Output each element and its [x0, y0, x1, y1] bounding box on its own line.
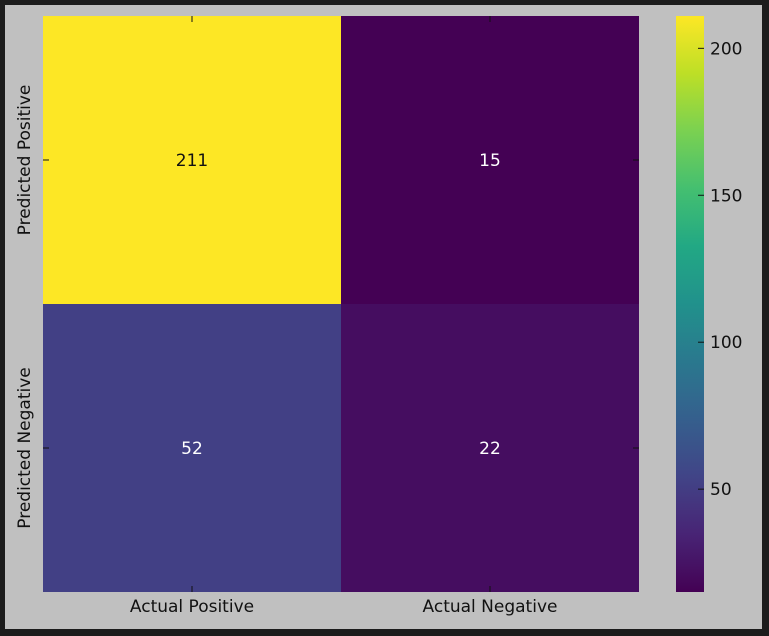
- y-tick-label: Predicted Positive: [15, 85, 35, 236]
- confusion-matrix-heatmap: 211 15 52 22 Predicted Positive Predicted Ne…: [15, 16, 742, 617]
- heatmap-cell: [43, 304, 341, 592]
- y-axis-ticks: Predicted Positive Predicted Negative: [15, 85, 639, 529]
- cell-value-label: 15: [479, 151, 501, 171]
- cell-value-label: 211: [176, 151, 208, 171]
- colorbar-tick-label: 150: [710, 186, 742, 206]
- x-tick-label: Actual Negative: [423, 597, 558, 617]
- figure-canvas: 211 15 52 22 Predicted Positive Predicted Ne…: [5, 5, 762, 629]
- heatmap-cell: [43, 16, 341, 304]
- colorbar-tick-label: 200: [710, 39, 742, 59]
- x-tick-label: Actual Positive: [130, 597, 254, 617]
- y-tick-label: Predicted Negative: [15, 367, 35, 529]
- colorbar-gradient: [676, 16, 704, 592]
- x-axis-ticks: Actual Positive Actual Negative: [130, 16, 558, 617]
- heatmap-cell: [341, 16, 639, 304]
- colorbar-tick-label: 50: [710, 480, 732, 500]
- cell-value-label: 52: [181, 439, 203, 459]
- cell-value-label: 22: [479, 439, 501, 459]
- heatmap-cell: [341, 304, 639, 592]
- colorbar: 50 100 150 200: [676, 16, 742, 592]
- colorbar-tick-label: 100: [710, 333, 742, 353]
- heatmap-cells: 211 15 52 22: [43, 16, 639, 592]
